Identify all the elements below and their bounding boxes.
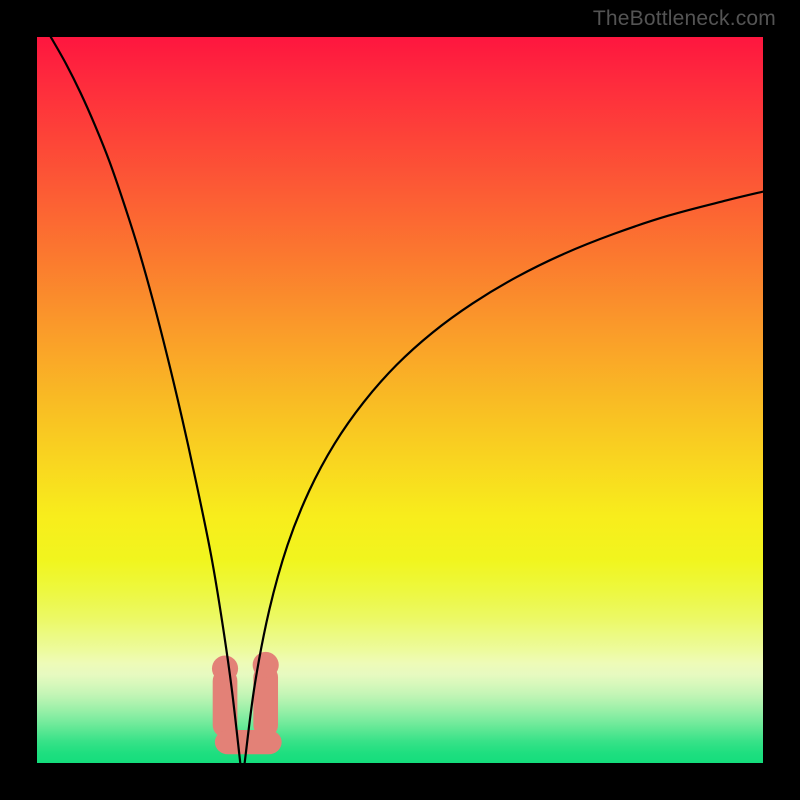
watermark-text: TheBottleneck.com: [593, 7, 776, 31]
curve-right: [245, 192, 763, 763]
curve-left: [51, 37, 240, 763]
accent-left-cap: [212, 656, 238, 682]
chart-overlay: [37, 37, 763, 763]
plot-area: [37, 37, 763, 763]
figure-frame: TheBottleneck.com: [0, 0, 800, 800]
